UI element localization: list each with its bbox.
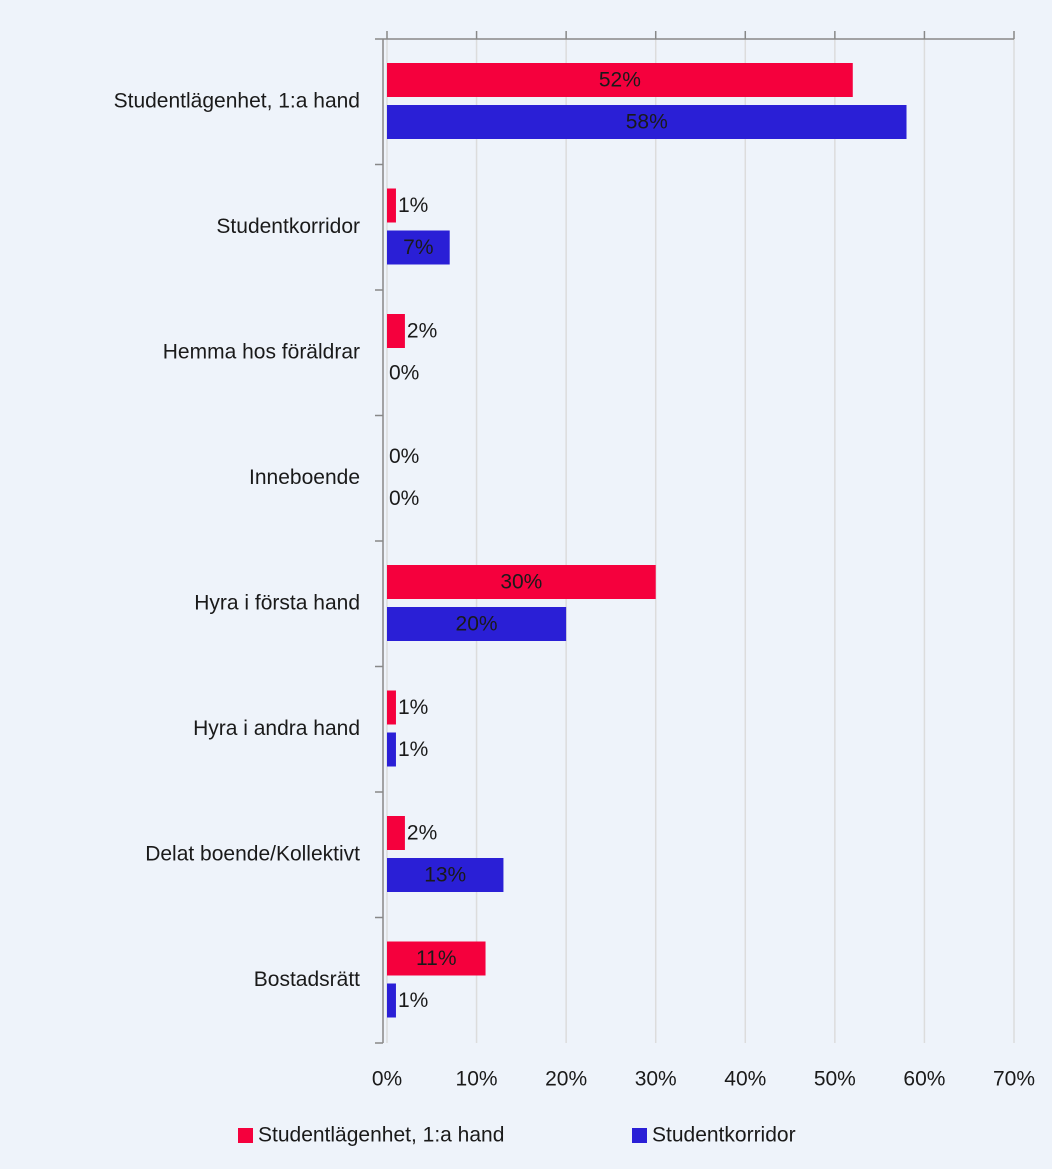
data-label: 0%	[389, 487, 419, 510]
category-label: Studentkorridor	[216, 215, 360, 238]
data-label: 0%	[389, 445, 419, 468]
bar	[387, 732, 396, 767]
bar	[387, 314, 405, 348]
legend-label: Studentkorridor	[652, 1124, 796, 1147]
category-label: Studentlägenhet, 1:a hand	[114, 89, 360, 112]
x-tick-label: 0%	[372, 1068, 402, 1091]
bar	[387, 983, 396, 1018]
bar	[387, 816, 405, 850]
data-label: 7%	[403, 236, 433, 259]
bar	[387, 941, 486, 976]
data-label: 1%	[398, 738, 428, 761]
category-label: Inneboende	[249, 466, 360, 489]
data-label: 30%	[500, 571, 542, 594]
data-label: 1%	[398, 194, 428, 217]
legend-label: Studentlägenhet, 1:a hand	[258, 1124, 504, 1147]
x-tick-label: 30%	[635, 1068, 677, 1091]
data-label: 1%	[398, 989, 428, 1012]
data-label: 0%	[389, 362, 419, 385]
bar	[387, 63, 853, 97]
bar	[387, 565, 656, 599]
x-tick-label: 70%	[993, 1068, 1035, 1091]
data-label: 2%	[407, 320, 437, 343]
category-label: Hyra i andra hand	[193, 717, 360, 740]
data-label: 2%	[407, 822, 437, 845]
legend-swatch	[632, 1128, 647, 1143]
bar	[387, 188, 396, 223]
data-label: 58%	[626, 111, 668, 134]
x-tick-label: 10%	[456, 1068, 498, 1091]
bar	[387, 690, 396, 725]
bar	[387, 607, 567, 641]
data-label: 20%	[456, 613, 498, 636]
data-label: 1%	[398, 696, 428, 719]
category-label: Bostadsrätt	[254, 968, 360, 991]
legend-swatch	[238, 1128, 253, 1143]
bar	[387, 105, 907, 139]
bar	[387, 858, 504, 892]
x-tick-label: 40%	[724, 1068, 766, 1091]
x-tick-label: 20%	[545, 1068, 587, 1091]
data-label: 13%	[424, 864, 466, 887]
category-label: Delat boende/Kollektivt	[145, 842, 360, 865]
bar	[387, 230, 450, 265]
x-tick-label: 50%	[814, 1068, 856, 1091]
x-tick-label: 60%	[903, 1068, 945, 1091]
data-label: 11%	[416, 947, 456, 970]
data-label: 52%	[599, 69, 641, 92]
category-label: Hyra i första hand	[194, 591, 360, 614]
category-label: Hemma hos föräldrar	[163, 340, 360, 363]
